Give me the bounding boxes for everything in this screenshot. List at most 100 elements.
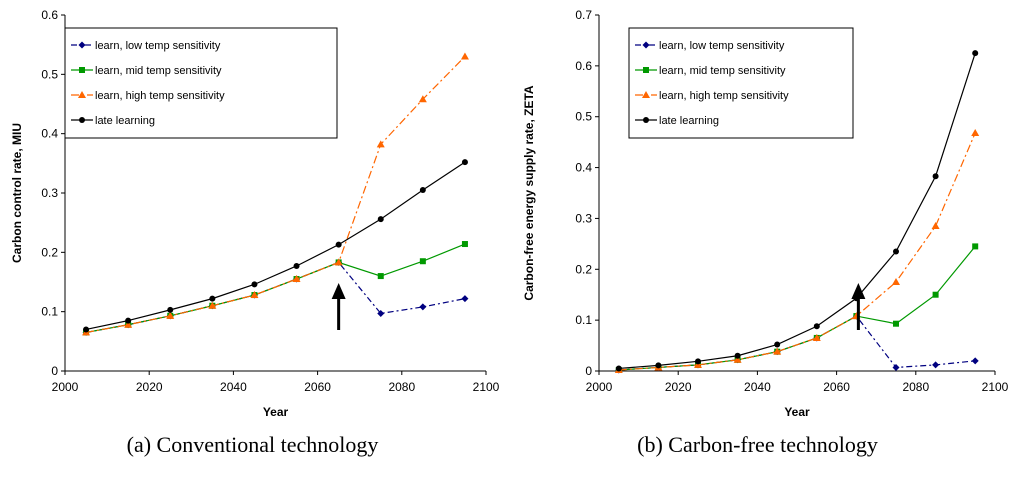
- chart-a-svg: 0 0.1 0.2 0.3 0.4 0.5 0.6 2000 2020 2040 2060 2080 2…: [10, 8, 500, 419]
- series-line-3: [85, 161, 466, 331]
- data-point: [377, 273, 384, 280]
- data-point: [694, 360, 702, 368]
- data-point: [773, 347, 782, 355]
- series-2: [82, 52, 469, 336]
- data-point: [972, 50, 979, 57]
- x-tick-label: 2080: [902, 380, 929, 394]
- caption-b: (b) Carbon-free technology: [637, 432, 878, 457]
- legend-entry: learn, high temp sensitivity: [71, 90, 225, 102]
- data-point: [377, 216, 384, 223]
- data-point: [167, 306, 174, 313]
- data-point: [932, 361, 940, 369]
- data-point: [209, 295, 216, 302]
- y-tick-label: 0: [585, 364, 592, 378]
- data-point: [418, 95, 427, 103]
- series-line-1: [85, 243, 466, 334]
- legend: learn, low temp sensitivity learn, mid te…: [64, 27, 338, 139]
- arrow-head: [331, 283, 346, 299]
- legend-entry: learn, mid temp sensitivity: [635, 65, 786, 77]
- data-point: [292, 275, 301, 283]
- data-point: [461, 159, 468, 166]
- data-point: [812, 333, 821, 341]
- x-tick-label: 2020: [136, 380, 163, 394]
- legend-marker: [642, 91, 650, 98]
- legend-label: learn, high temp sensitivity: [95, 90, 225, 102]
- series-line-0: [618, 315, 976, 371]
- x-tick-label: 2060: [823, 380, 850, 394]
- data-point: [251, 281, 258, 288]
- series-line-2: [85, 56, 466, 334]
- y-axis-label: Carbon-free energy supply rate, ZETA: [522, 85, 536, 300]
- legend-marker: [643, 67, 649, 73]
- y-tick-label: 0: [51, 364, 58, 378]
- y-tick-label: 0.1: [575, 313, 592, 327]
- series-line-2: [618, 132, 976, 371]
- data-point: [124, 320, 133, 328]
- data-point: [166, 311, 175, 319]
- x-tick-label: 2040: [744, 380, 771, 394]
- series-line-1: [618, 246, 976, 371]
- chart-panel-b: 0 0.1 0.2 0.3 0.4 0.5 0.6 0.7 2000 2020 2040 2060 20…: [505, 0, 1010, 487]
- arrow-annotation: [851, 283, 866, 330]
- arrow-head: [851, 283, 866, 299]
- legend-label: learn, mid temp sensitivity: [95, 65, 222, 77]
- legend-marker: [78, 41, 86, 49]
- legend-box: [64, 27, 338, 139]
- arrow-annotation: [331, 283, 346, 330]
- x-tick-label: 2080: [388, 380, 415, 394]
- legend-box: [628, 27, 854, 139]
- data-point: [972, 243, 979, 250]
- data-point: [125, 317, 132, 324]
- series-3: [83, 159, 468, 333]
- data-point: [419, 187, 426, 194]
- legend-entry: learn, low temp sensitivity: [635, 40, 785, 52]
- legend-label: learn, low temp sensitivity: [95, 40, 221, 52]
- data-point: [461, 241, 468, 248]
- caption-a: (a) Conventional technology: [126, 432, 379, 457]
- data-point: [250, 291, 259, 299]
- y-tick-label: 0.3: [575, 211, 592, 225]
- data-point: [208, 301, 217, 309]
- series-1: [615, 243, 979, 373]
- x-tick-label: 2020: [665, 380, 692, 394]
- y-tick-label: 0.6: [575, 59, 592, 73]
- legend-entry: late learning: [71, 115, 155, 127]
- x-tick-label: 2040: [220, 380, 247, 394]
- data-point: [460, 52, 469, 60]
- data-point: [932, 291, 939, 298]
- x-tick-label: 2000: [586, 380, 613, 394]
- series-line-3: [618, 52, 976, 370]
- y-tick-label: 0.4: [575, 161, 592, 175]
- data-point: [461, 295, 469, 303]
- legend-entry: learn, high temp sensitivity: [635, 90, 789, 102]
- legend-marker: [79, 67, 85, 73]
- x-axis-label: Year: [263, 405, 289, 419]
- y-tick-label: 0.4: [41, 127, 58, 141]
- series-1: [83, 241, 468, 336]
- legend-marker: [78, 91, 86, 98]
- data-point: [932, 173, 939, 180]
- y-axis-label: Carbon control rate, MIU: [10, 123, 24, 263]
- legend-marker: [79, 117, 85, 123]
- legend-label: late learning: [659, 115, 719, 127]
- y-tick-label: 0.2: [41, 245, 58, 259]
- legend-label: learn, high temp sensitivity: [659, 90, 789, 102]
- data-point: [655, 362, 662, 369]
- series-line-0: [85, 261, 466, 334]
- data-point: [293, 262, 300, 269]
- data-point: [83, 326, 90, 333]
- x-tick-label: 2000: [52, 380, 79, 394]
- y-tick-label: 0.5: [41, 67, 58, 81]
- series-3: [615, 50, 979, 372]
- data-point: [733, 355, 742, 363]
- y-tick-label: 0.5: [575, 110, 592, 124]
- legend-entry: late learning: [635, 115, 719, 127]
- legend-entry: learn, mid temp sensitivity: [71, 65, 222, 77]
- x-tick-label: 2060: [304, 380, 331, 394]
- data-point: [893, 248, 899, 255]
- y-tick-label: 0.7: [575, 8, 592, 22]
- legend-label: learn, mid temp sensitivity: [659, 65, 786, 77]
- data-point: [734, 352, 741, 359]
- legend-marker: [643, 117, 649, 123]
- x-axis-label: Year: [784, 405, 810, 419]
